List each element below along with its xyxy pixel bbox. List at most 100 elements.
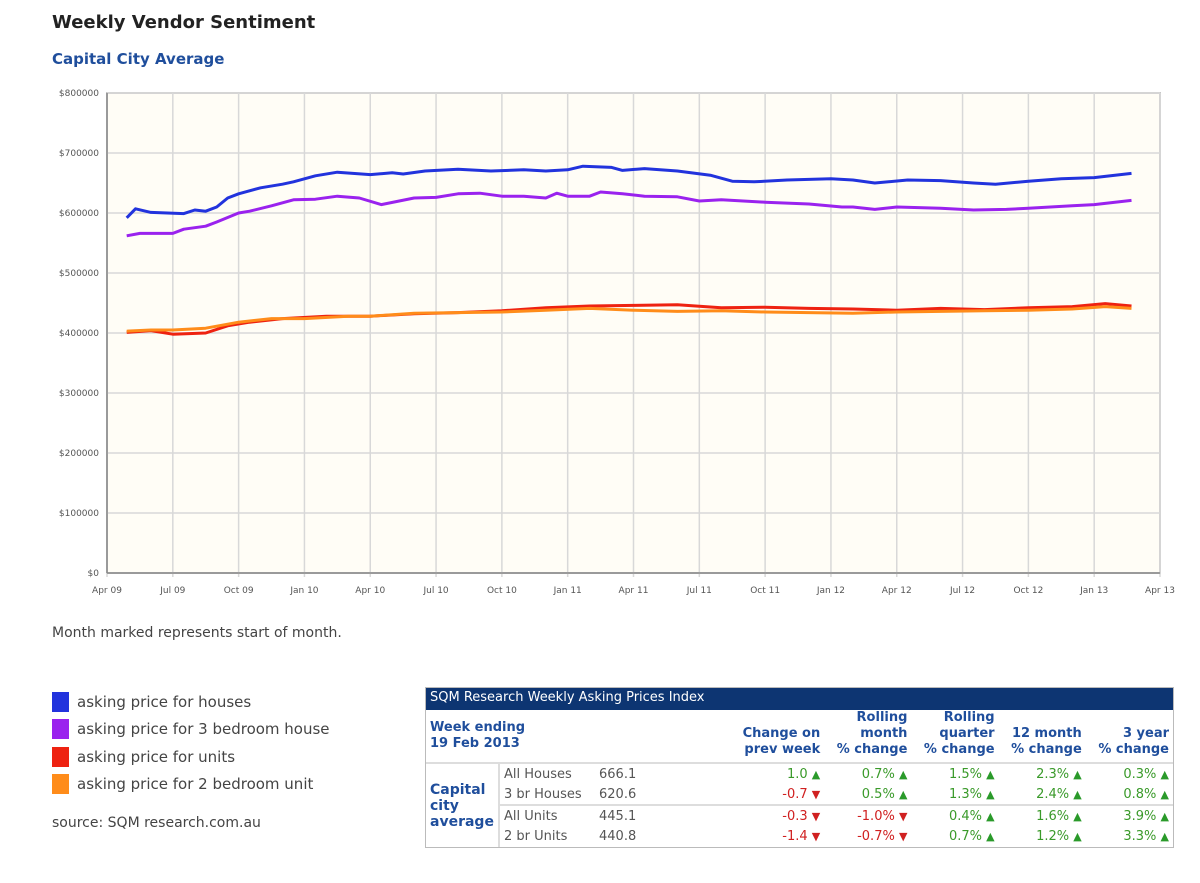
column-header: 3 year% change — [1085, 710, 1173, 764]
up-arrow-icon: ▲ — [986, 767, 995, 781]
week-date: 19 Feb 2013 — [430, 736, 520, 751]
table-row: Capital city average All Houses 666.1 1.0 ▲ 0.… — [426, 763, 1173, 847]
x-tick-label: Jan 12 — [816, 586, 845, 596]
x-tick-label: Apr 10 — [355, 586, 385, 596]
line-chart: $0 $100000 $200000 $300000 $400000 $500000 $60… — [59, 89, 1175, 596]
legend-label: asking price for 2 bedroom unit — [77, 775, 314, 794]
week-label: Week ending — [430, 720, 526, 735]
change-cell: 1.6% ▲ — [998, 804, 1086, 826]
down-arrow-icon: ▼ — [898, 830, 908, 843]
change-cell: -0.3 ▼ — [729, 804, 825, 826]
x-tick-label: Jul 10 — [422, 586, 448, 596]
y-tick-label: $0 — [88, 569, 100, 579]
y-tick-label: $300000 — [59, 389, 99, 399]
down-arrow-icon: ▼ — [898, 809, 908, 823]
up-arrow-icon: ▲ — [986, 787, 995, 801]
x-tick-label: Jul 12 — [949, 586, 975, 596]
up-arrow-icon: ▲ — [1073, 809, 1082, 823]
chart-subtitle: Capital City Average — [52, 50, 225, 68]
series-line — [126, 305, 1132, 333]
x-tick-label: Jul 11 — [686, 586, 712, 596]
row-label: All Houses — [504, 766, 572, 782]
up-arrow-icon: ▲ — [1160, 767, 1169, 781]
table-row: 3 br Houses 620.6 -0.7 ▼ 0.5% ▲ 1.3% ▲ 2.4% ▲… — [426, 784, 1173, 805]
index-value: 620.6 — [599, 786, 637, 802]
x-tick-label: Oct 09 — [224, 586, 254, 596]
x-tick-label: Apr 12 — [882, 586, 912, 596]
x-tick-label: Oct 11 — [750, 586, 780, 596]
y-tick-label: $100000 — [59, 509, 99, 519]
series-line — [125, 164, 1132, 219]
y-tick-label: $500000 — [59, 269, 99, 279]
legend-item: asking price for 3 bedroom house — [52, 716, 330, 744]
legend-label: asking price for units — [77, 747, 236, 766]
up-arrow-icon: ▲ — [1073, 767, 1082, 781]
series-line — [126, 302, 1132, 336]
group-label: Capital city average — [426, 763, 500, 847]
x-tick-label: Apr 11 — [619, 586, 649, 596]
change-cell: 2.4% ▲ — [1036, 786, 1082, 802]
x-tick-label: Jan 10 — [289, 586, 318, 596]
x-tick-label: Apr 13 — [1145, 586, 1175, 596]
legend: asking price for houses asking price for … — [52, 688, 330, 798]
y-tick-label: $600000 — [59, 209, 99, 219]
index-value: 445.1 — [595, 804, 730, 826]
down-arrow-icon: ▼ — [811, 830, 821, 843]
down-arrow-icon: ▼ — [811, 787, 821, 801]
up-arrow-icon: ▲ — [1073, 787, 1082, 801]
column-header: Rolling month% change — [824, 710, 912, 764]
table-title: SQM Research Weekly Asking Prices Index — [426, 688, 1173, 710]
change-cell: 0.5% ▲ — [861, 786, 908, 802]
change-cell: -0.7 ▼ — [782, 786, 821, 802]
up-arrow-icon: ▲ — [986, 830, 995, 843]
x-tick-label: Jan 13 — [1079, 586, 1108, 596]
y-tick-label: $800000 — [59, 89, 99, 99]
change-cell: -1.0% ▼ — [824, 804, 912, 826]
column-header: Change on prev week — [729, 710, 825, 764]
change-cell: -0.7% ▼ — [857, 829, 908, 844]
chart-title: Weekly Vendor Sentiment — [52, 12, 316, 33]
column-header: 12 month% change — [998, 710, 1086, 764]
up-arrow-icon: ▲ — [1160, 809, 1169, 823]
up-arrow-icon: ▲ — [811, 767, 821, 781]
down-arrow-icon: ▼ — [811, 809, 821, 823]
row-label: 3 br Houses — [504, 786, 582, 802]
index-value: 440.8 — [599, 829, 637, 844]
up-arrow-icon: ▲ — [1160, 787, 1169, 801]
legend-swatch — [52, 774, 69, 795]
x-tick-label: Jul 09 — [159, 586, 185, 596]
change-cell: 0.7% ▲ — [861, 766, 908, 782]
table-header-row: Week ending 19 Feb 2013 Change on prev week… — [426, 710, 1173, 764]
up-arrow-icon: ▲ — [1160, 830, 1169, 843]
row-label: All Units — [499, 804, 596, 826]
source-text: source: SQM research.com.au — [52, 815, 261, 831]
x-tick-label: Oct 12 — [1013, 586, 1043, 596]
change-cell: -1.4 ▼ — [782, 829, 821, 844]
week-ending: Week ending 19 Feb 2013 — [426, 710, 730, 764]
asking-prices-table: SQM Research Weekly Asking Prices Index … — [425, 687, 1174, 848]
change-cell: 1.0 ▲ — [786, 766, 821, 782]
up-arrow-icon: ▲ — [986, 809, 995, 823]
x-tick-label: Apr 09 — [92, 586, 122, 596]
change-cell: 1.2% ▲ — [1036, 829, 1082, 844]
table-row: All Units 445.1 -0.3 ▼ -1.0% ▼ 0.4% ▲ 1.6% ▲ 3… — [426, 804, 1173, 826]
index-value: 666.1 — [599, 766, 637, 782]
legend-swatch — [52, 719, 69, 740]
up-arrow-icon: ▲ — [898, 787, 908, 801]
legend-swatch — [52, 746, 69, 767]
change-cell: 2.3% ▲ — [1036, 766, 1082, 782]
up-arrow-icon: ▲ — [1073, 830, 1082, 843]
change-cell: 3.9% ▲ — [1085, 804, 1173, 826]
legend-item: asking price for units — [52, 743, 330, 771]
y-tick-label: $400000 — [59, 329, 99, 339]
legend-swatch — [52, 691, 69, 712]
table-row: 2 br Units 440.8 -1.4 ▼ -0.7% ▼ 0.7% ▲ 1.2% ▲… — [426, 826, 1173, 847]
legend-label: asking price for 3 bedroom house — [77, 720, 330, 739]
change-cell: 0.7% ▲ — [948, 829, 995, 844]
up-arrow-icon: ▲ — [898, 767, 908, 781]
chart-note: Month marked represents start of month. — [52, 625, 342, 641]
change-cell: 3.3% ▲ — [1123, 829, 1169, 844]
column-header: Rolling quarter% change — [911, 710, 999, 764]
y-tick-label: $700000 — [59, 149, 99, 159]
change-cell: 0.3% ▲ — [1123, 766, 1169, 782]
